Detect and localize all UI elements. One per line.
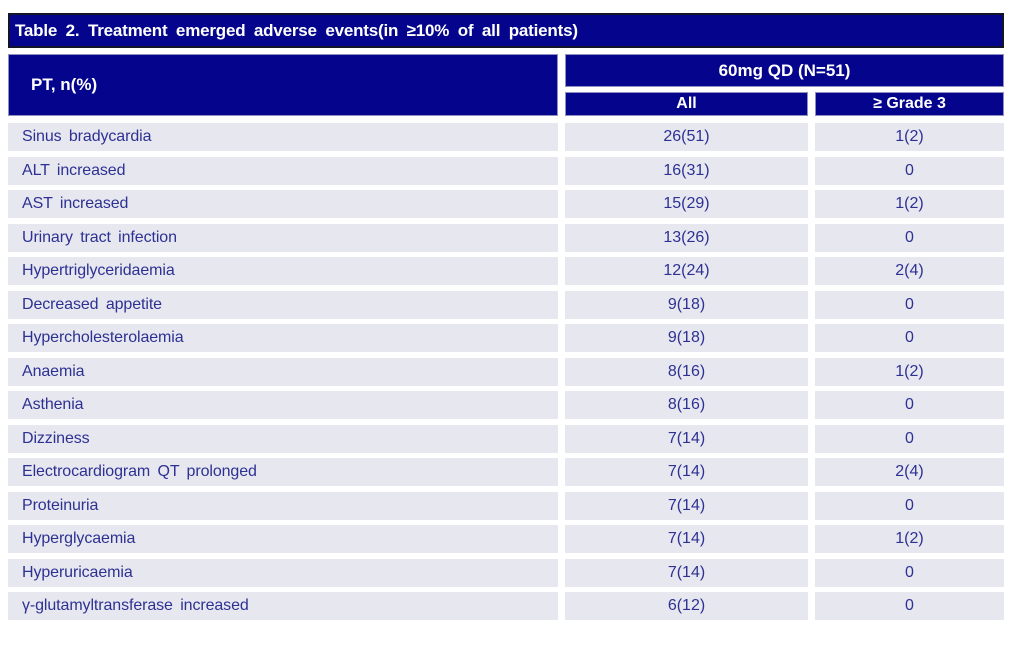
all-cell: 9(18)	[565, 324, 808, 352]
pt-cell: Asthenia	[8, 391, 558, 419]
table-body: Sinus bradycardia 26(51) 1(2) ALT increa…	[8, 123, 1004, 620]
all-cell: 9(18)	[565, 290, 808, 319]
adverse-events-table: Table 2. Treatment emerged adverse event…	[8, 13, 1004, 620]
grade3-cell: 1(2)	[815, 525, 1004, 553]
all-cell: 13(26)	[565, 223, 808, 252]
grade3-cell: 0	[815, 324, 1004, 352]
pt-cell: Decreased appetite	[8, 290, 558, 319]
pt-cell: AST increased	[8, 190, 558, 218]
table-header: PT, n(%) 60mg QD (N=51) All ≥ Grade 3	[8, 54, 1004, 116]
all-subheader-cell: All	[565, 92, 808, 116]
grade3-cell: 2(4)	[815, 257, 1004, 285]
all-cell: 8(16)	[565, 357, 808, 386]
grade3-cell: 1(2)	[815, 190, 1004, 218]
grade3-cell: 0	[815, 391, 1004, 419]
pt-cell: Sinus bradycardia	[8, 123, 558, 151]
pt-cell: Proteinuria	[8, 491, 558, 520]
all-cell: 7(14)	[565, 424, 808, 453]
grade3-cell: 0	[815, 290, 1004, 319]
grade3-cell: 2(4)	[815, 458, 1004, 486]
grade3-subheader-cell: ≥ Grade 3	[815, 92, 1004, 116]
grade3-cell: 1(2)	[815, 357, 1004, 386]
grade3-cell: 0	[815, 592, 1004, 620]
dose-group-header-cell: 60mg QD (N=51)	[565, 54, 1004, 87]
grade3-cell: 0	[815, 156, 1004, 185]
all-cell: 12(24)	[565, 257, 808, 285]
all-cell: 7(14)	[565, 458, 808, 486]
all-cell: 8(16)	[565, 391, 808, 419]
pt-cell: Hyperuricaemia	[8, 558, 558, 587]
grade3-cell: 0	[815, 558, 1004, 587]
pt-cell: Hypercholesterolaemia	[8, 324, 558, 352]
all-cell: 7(14)	[565, 491, 808, 520]
grade3-cell: 0	[815, 223, 1004, 252]
all-cell: 7(14)	[565, 558, 808, 587]
grade3-cell: 0	[815, 491, 1004, 520]
all-cell: 6(12)	[565, 592, 808, 620]
grade3-cell: 0	[815, 424, 1004, 453]
pt-cell: ALT increased	[8, 156, 558, 185]
pt-cell: Hyperglycaemia	[8, 525, 558, 553]
pt-cell: Dizziness	[8, 424, 558, 453]
pt-cell: Hypertriglyceridaemia	[8, 257, 558, 285]
table-title: Table 2. Treatment emerged adverse event…	[8, 13, 1004, 48]
all-cell: 26(51)	[565, 123, 808, 151]
pt-header-cell: PT, n(%)	[8, 54, 558, 116]
pt-cell: Electrocardiogram QT prolonged	[8, 458, 558, 486]
pt-cell: Urinary tract infection	[8, 223, 558, 252]
grade3-cell: 1(2)	[815, 123, 1004, 151]
all-cell: 16(31)	[565, 156, 808, 185]
pt-cell: γ-glutamyltransferase increased	[8, 592, 558, 620]
pt-cell: Anaemia	[8, 357, 558, 386]
all-cell: 7(14)	[565, 525, 808, 553]
all-cell: 15(29)	[565, 190, 808, 218]
